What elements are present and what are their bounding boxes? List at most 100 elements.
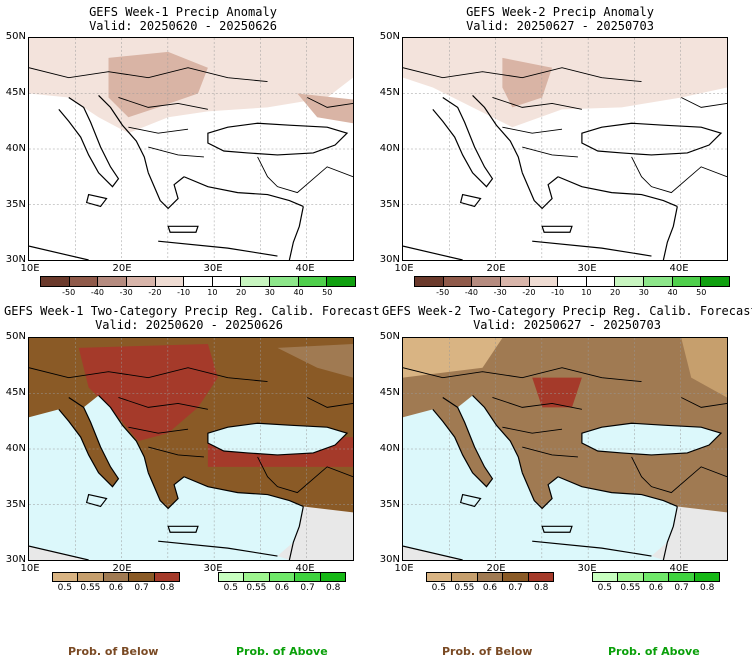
colorbar-swatch [129, 573, 155, 581]
colorbar-swatch [472, 277, 501, 286]
coastline [207, 422, 349, 456]
lon-label: 40E [669, 563, 689, 574]
colorbar-tick-label: 0.7 [508, 583, 523, 593]
colorbar-swatch [98, 277, 127, 286]
lat-label: 40N [379, 143, 400, 154]
country-border [492, 397, 582, 410]
coastline [432, 96, 494, 188]
colorbar-tick-label: 30 [638, 288, 649, 297]
anomaly-colorbar-2 [414, 276, 730, 287]
country-border [128, 426, 189, 434]
colorbar-swatch [701, 277, 730, 286]
lat-label: 45N [379, 87, 400, 98]
levant-land [277, 506, 353, 560]
coastline [158, 540, 278, 557]
lat-label: 35N [379, 499, 400, 510]
colorbar-swatch [78, 573, 104, 581]
lat-label: 30N [5, 554, 26, 565]
black-sea [207, 423, 348, 455]
coastline [403, 545, 463, 560]
coastline [207, 122, 349, 156]
lat-label: 40N [5, 443, 26, 454]
colorbar-swatch [643, 573, 670, 581]
colorbar-tick-label: 0.8 [700, 583, 715, 593]
colorbar-swatch [320, 573, 346, 581]
coastline [29, 245, 89, 260]
colorbar-tick-label: 20 [235, 288, 247, 297]
colorbar-swatch [452, 573, 478, 581]
colorbar-tick-label: -10 [551, 288, 565, 297]
prob-above-colorbar-1 [218, 572, 346, 582]
colorbar-swatch [477, 573, 504, 581]
lat-label: 35N [5, 499, 26, 510]
coastline [532, 540, 652, 557]
lat-label: 45N [5, 387, 26, 398]
panel2-title: GEFS Week-2 Precip Anomaly [466, 5, 654, 19]
colorbar-tick-label: 0.55 [80, 583, 101, 593]
coastline [532, 240, 652, 257]
country-border [118, 97, 208, 110]
country-border [29, 367, 268, 383]
map-panel-3 [28, 337, 354, 561]
low-below-probability-area [403, 338, 503, 378]
lon-label: 10E [20, 263, 40, 274]
country-border [681, 97, 727, 108]
lat-label: 45N [379, 387, 400, 398]
lon-label: 40E [295, 263, 315, 274]
coastline [581, 422, 723, 456]
colorbar-tick-label: -40 [90, 288, 104, 297]
panel4-valid: Valid: 20250627 - 20250703 [473, 318, 661, 332]
lat-label: 50N [379, 331, 400, 342]
coastline [167, 525, 199, 533]
panel3-valid: Valid: 20250620 - 20250626 [95, 318, 283, 332]
prob-above-colorbar-2 [592, 572, 720, 582]
panel4-title: GEFS Week-2 Two-Category Precip Reg. Cal… [382, 304, 752, 318]
colorbar-tick-label: -10 [177, 288, 191, 297]
coastline [459, 493, 482, 508]
colorbar-swatch [155, 277, 185, 286]
colorbar-swatch [184, 277, 213, 286]
lon-label: 30E [577, 263, 597, 274]
lon-label: 40E [669, 263, 689, 274]
country-border [128, 126, 189, 134]
lon-label: 10E [20, 563, 40, 574]
colorbar-tick-label: -20 [148, 288, 162, 297]
country-border [631, 456, 727, 494]
coastline [403, 245, 463, 260]
colorbar-swatch [270, 277, 299, 286]
lat-label: 45N [5, 87, 26, 98]
colorbar-tick-label: 20 [609, 288, 621, 297]
colorbar-swatch [298, 277, 328, 286]
colorbar-tick-label: -30 [493, 288, 507, 297]
prob-below-label-2: Prob. of Below [442, 645, 533, 658]
colorbar-tick-label: 30 [264, 288, 275, 297]
country-border [148, 146, 204, 158]
colorbar-tick-label: 0.6 [108, 583, 124, 593]
colorbar-swatch [427, 573, 453, 581]
lon-label: 20E [486, 563, 506, 574]
lat-label: 50N [5, 31, 26, 42]
country-border [403, 367, 642, 383]
mediterranean-sea [403, 395, 678, 560]
levant-land [651, 506, 727, 560]
strong-dry-anomaly-area [502, 57, 553, 108]
colorbar-swatch [53, 573, 79, 581]
country-border [148, 446, 204, 458]
coastline [521, 472, 559, 510]
coastline [541, 225, 573, 233]
coastline [98, 395, 149, 473]
map-panel-2 [402, 37, 728, 261]
prob-below-colorbar-1 [52, 572, 180, 582]
colorbar-swatch [503, 573, 529, 581]
country-border [502, 126, 563, 134]
lon-label: 30E [203, 563, 223, 574]
colorbar-swatch [618, 573, 644, 581]
colorbar-swatch [672, 277, 702, 286]
panel1-valid: Valid: 20250620 - 20250626 [89, 19, 277, 33]
coastline [98, 95, 149, 173]
black-sea [581, 423, 722, 455]
coastline [183, 476, 304, 508]
prob-above-label-2: Prob. of Above [608, 645, 700, 658]
strong-dry-anomaly-area [297, 93, 353, 124]
coastline [85, 493, 108, 508]
